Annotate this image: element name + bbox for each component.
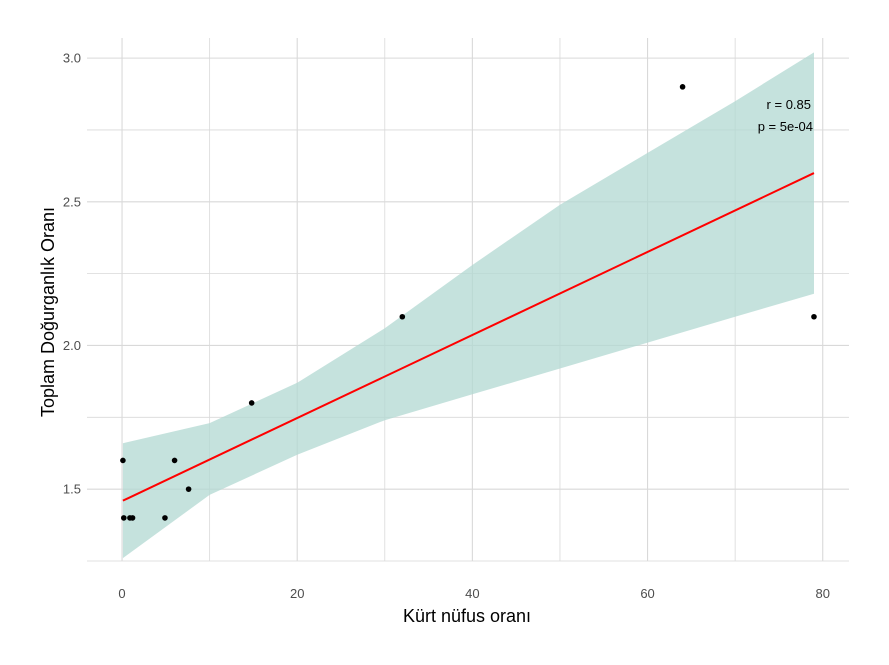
data-point [185,486,192,492]
x-tick-label: 80 [815,586,829,601]
x-tick-label: 20 [290,586,304,601]
x-tick-label: 40 [465,586,479,601]
data-point [171,457,178,464]
y-axis-title: Toplam Doğurganlık Oranı [38,207,58,417]
data-point [248,400,255,406]
confidence-band [122,52,814,559]
p-value-annotation: p = 5e-04 [758,119,813,134]
x-tick-labels: 0 20 40 60 80 [118,586,830,601]
correlation-annotation: r = 0.85 [767,97,811,112]
data-point [162,515,168,521]
data-point [129,515,136,521]
y-tick-label: 3.0 [63,51,81,66]
y-tick-label: 2.5 [63,194,81,209]
data-point [120,515,127,521]
y-tick-label: 1.5 [63,482,81,497]
data-points-layer [120,84,817,521]
y-tick-label: 2.0 [63,338,81,353]
data-point [811,313,817,320]
data-point [399,313,406,320]
x-tick-label: 60 [640,586,654,601]
confidence-band-layer [122,52,814,559]
y-tick-labels: 1.5 2.0 2.5 3.0 [63,51,81,497]
regression-line [122,172,815,502]
data-point [120,457,126,464]
data-point [679,84,686,90]
x-axis-title: Kürt nüfus oranı [403,606,531,626]
fit-line-layer [122,172,815,502]
x-tick-label: 0 [118,586,125,601]
